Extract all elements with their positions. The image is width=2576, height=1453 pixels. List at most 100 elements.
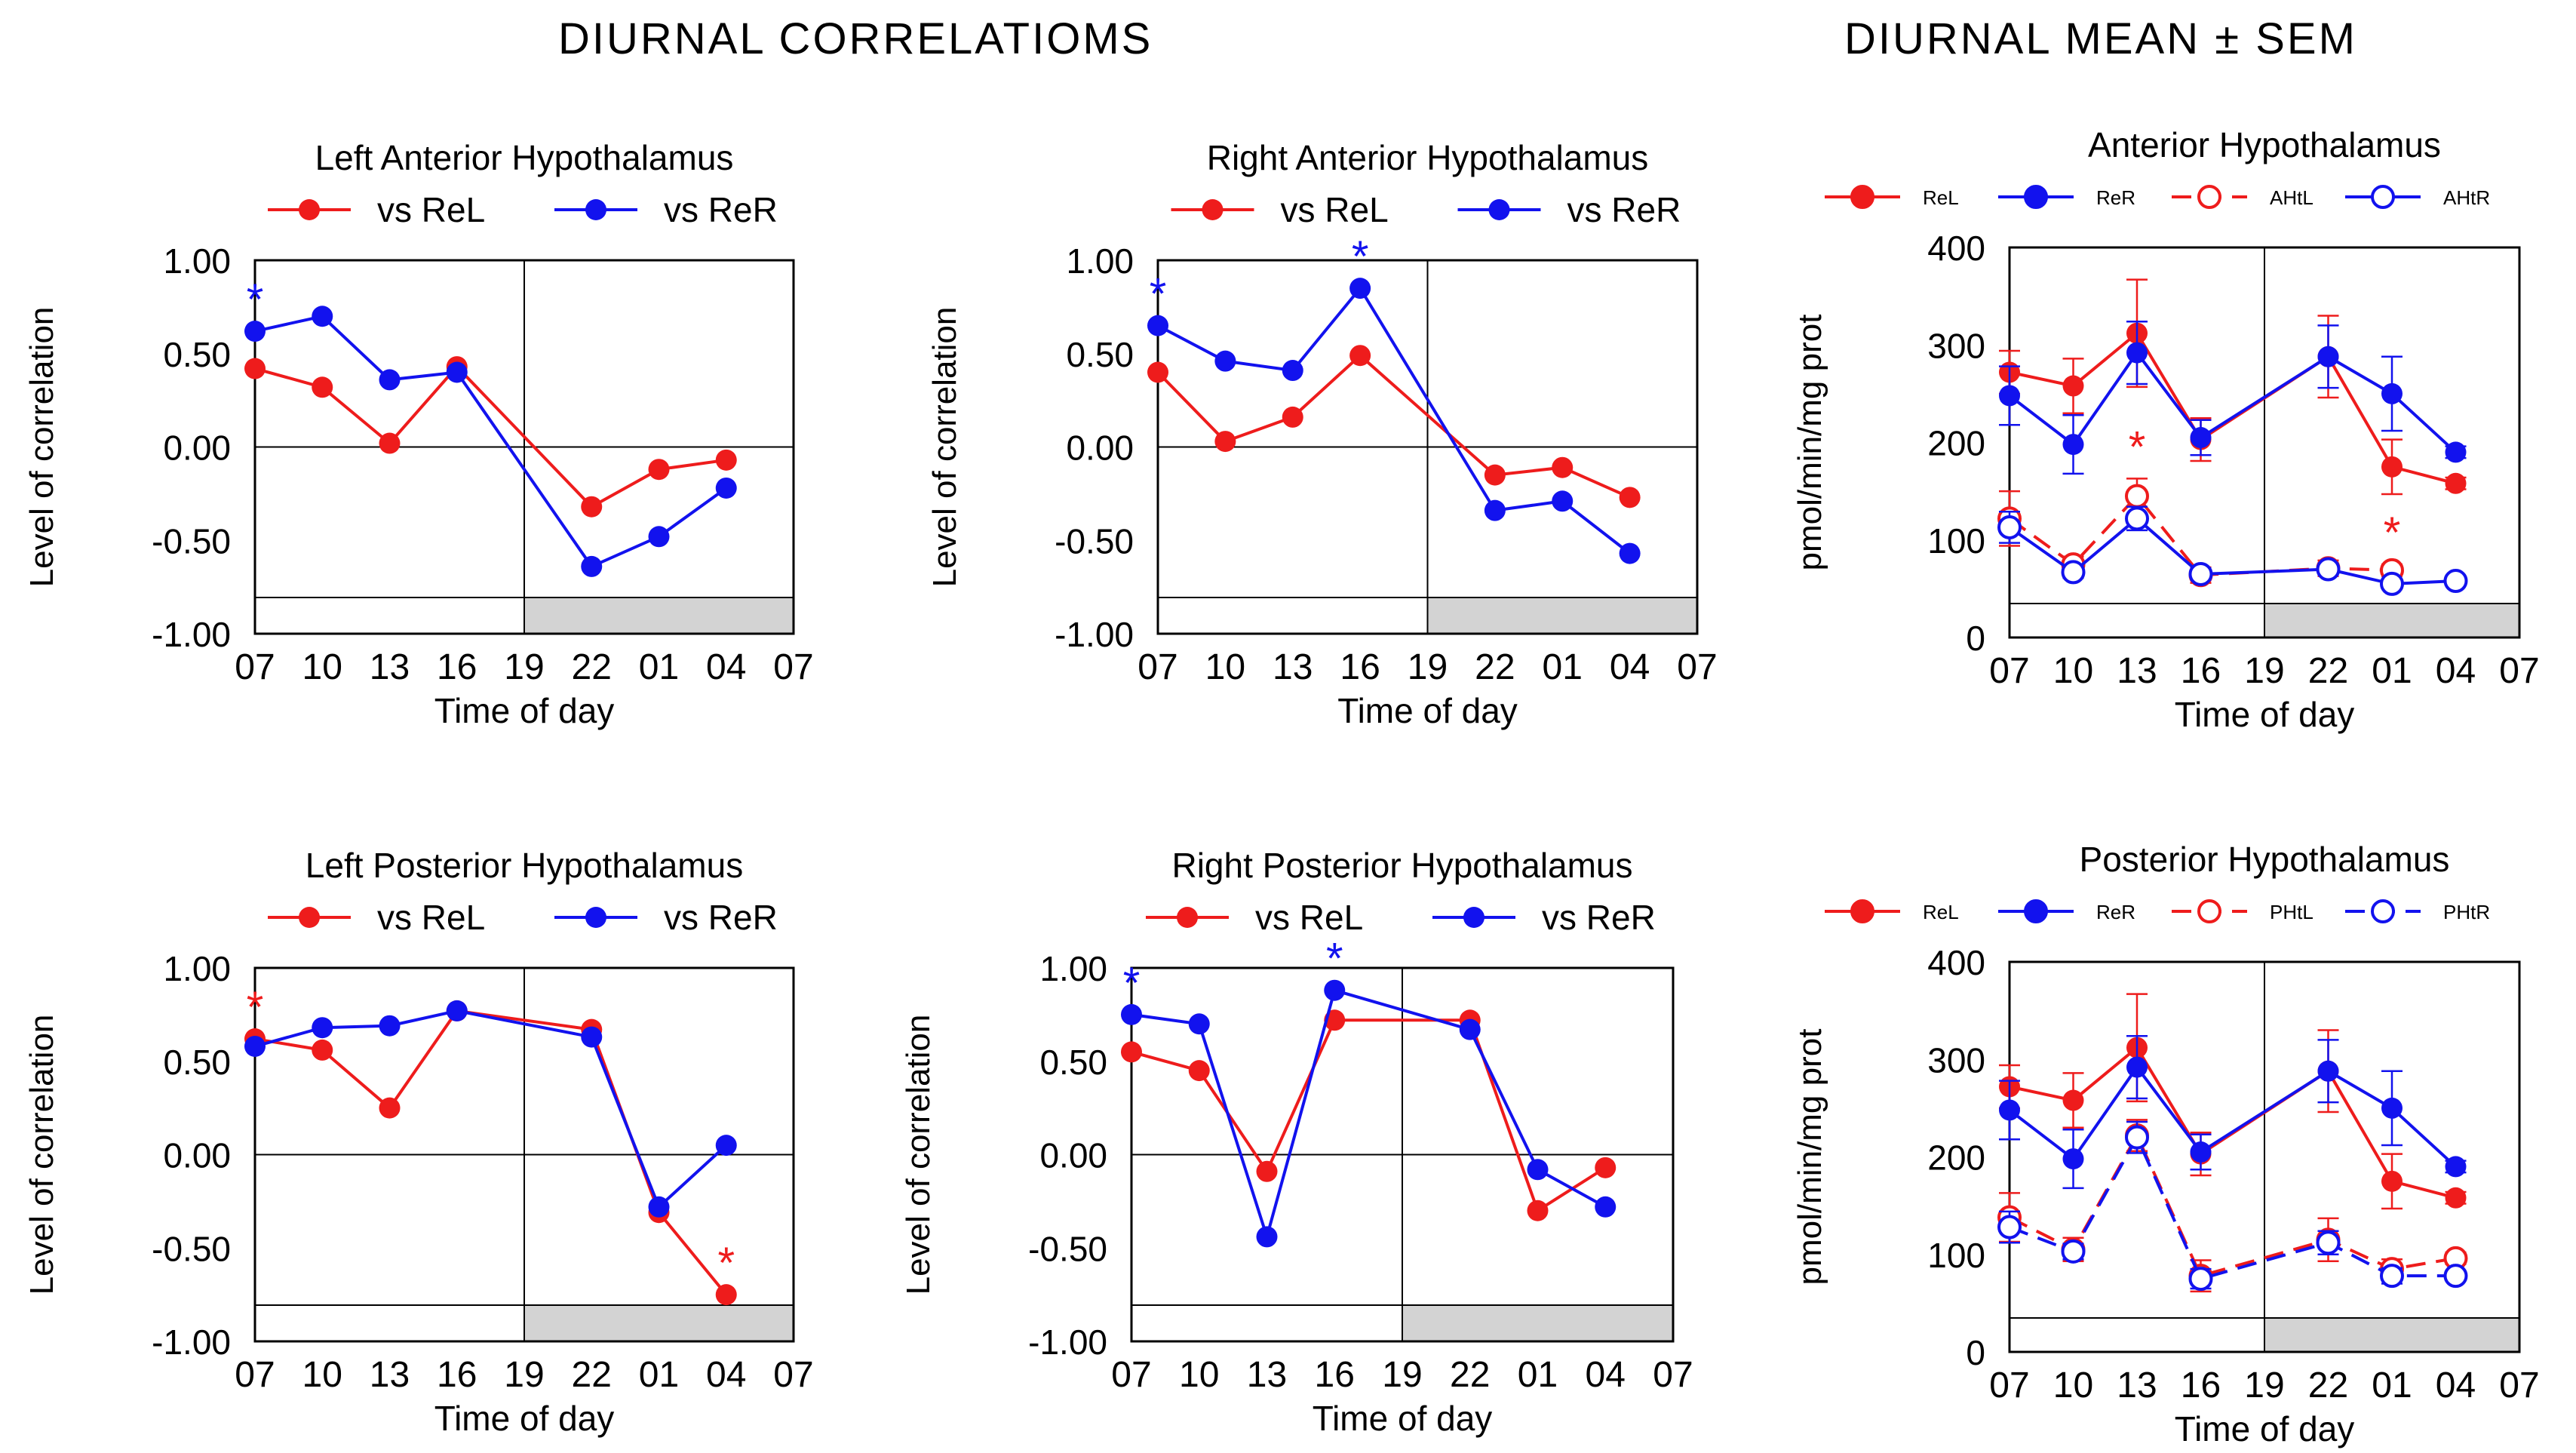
rph-light-bar xyxy=(1131,1304,1403,1342)
rph-data-point xyxy=(1595,1196,1617,1218)
rah-xtick-label: 01 xyxy=(1543,647,1583,687)
rah-xtick-label: 07 xyxy=(1138,647,1177,687)
lah-significance-star: * xyxy=(247,275,264,324)
ah-xtick-label: 07 xyxy=(2499,651,2539,691)
rah-legend-marker xyxy=(1488,199,1510,220)
rph-chart-title: Right Posterior Hypothalamus xyxy=(1171,846,1632,885)
rph-significance-star: * xyxy=(1326,935,1343,984)
ph-xtick-label: 07 xyxy=(1989,1365,2029,1405)
ah-data-point xyxy=(2443,569,2468,594)
lah-xtick-label: 10 xyxy=(302,647,342,687)
ah-ytick-label: 200 xyxy=(1927,424,1985,463)
ah-data-point xyxy=(2188,561,2213,586)
lah-legend-marker xyxy=(299,199,320,220)
lah-ytick-label: -0.50 xyxy=(152,521,231,561)
lph-legend-marker xyxy=(585,907,606,928)
lah-legend-label: vs ReR xyxy=(664,190,778,229)
lph-legend-label: vs ReR xyxy=(664,898,778,937)
rph-data-point xyxy=(1527,1159,1549,1181)
lah-data-point xyxy=(648,459,670,481)
ah-significance-star: * xyxy=(2384,508,2401,558)
ph-data-point xyxy=(2381,1170,2403,1192)
rah-x-axis-label: Time of day xyxy=(1337,691,1518,730)
lph-xtick-label: 10 xyxy=(302,1355,342,1395)
ah-dark-bar xyxy=(2264,603,2520,638)
rph-significance-star: * xyxy=(1123,959,1141,1008)
lah-ytick-label: -1.00 xyxy=(152,615,231,654)
ph-data-point xyxy=(2445,1156,2467,1178)
rph-xtick-label: 07 xyxy=(1111,1355,1151,1395)
lah-data-point xyxy=(244,358,266,379)
rph-xtick-label: 16 xyxy=(1315,1355,1355,1395)
ah-ytick-label: 400 xyxy=(1927,229,1985,268)
rah-data-point xyxy=(1282,360,1303,382)
ph-ytick-label: 300 xyxy=(1927,1040,1985,1080)
lah-xtick-label: 22 xyxy=(572,647,612,687)
ph-chart-title: Posterior Hypothalamus xyxy=(2080,840,2450,879)
rah-data-point xyxy=(1484,499,1506,521)
lah-ytick-label: 1.00 xyxy=(163,241,231,281)
rph-xtick-label: 01 xyxy=(1518,1355,1558,1395)
rah-xtick-label: 22 xyxy=(1475,647,1515,687)
ph-data-point xyxy=(2188,1267,2213,1292)
ph-data-point xyxy=(2317,1060,2339,1082)
rah-data-point xyxy=(1147,361,1168,383)
lph-data-point xyxy=(379,1015,401,1037)
rah-data-point xyxy=(1214,431,1236,453)
ph-data-point xyxy=(2380,1264,2404,1289)
lph-y-axis-label: Level of correlation xyxy=(23,1015,60,1295)
rah-data-point xyxy=(1147,315,1168,336)
rph-ytick-label: 1.00 xyxy=(1039,949,1107,988)
rah-significance-star: * xyxy=(1352,232,1369,281)
rph-legend-marker xyxy=(1463,907,1485,928)
lph-data-point xyxy=(648,1196,670,1218)
lph-data-point xyxy=(244,1035,266,1057)
rah-xtick-label: 19 xyxy=(1408,647,1448,687)
rah-data-point xyxy=(1282,406,1303,428)
ph-data-point xyxy=(2190,1141,2212,1163)
lph-legend-label: vs ReL xyxy=(377,898,485,937)
rah-ytick-label: -1.00 xyxy=(1055,615,1134,654)
lah-legend-marker xyxy=(585,199,606,220)
rph-legend-marker xyxy=(1177,907,1198,928)
lph-data-point xyxy=(715,1284,737,1306)
rph-legend-label: vs ReL xyxy=(1255,898,1363,937)
ph-legend-marker xyxy=(1850,899,1874,923)
lah-dark-bar xyxy=(523,597,794,634)
ph-data-point xyxy=(2061,1239,2086,1264)
ah-data-point xyxy=(2445,441,2467,463)
lah-ytick-label: 0.50 xyxy=(163,335,231,374)
ah-data-point xyxy=(2126,342,2148,364)
lah-chart-title: Left Anterior Hypothalamus xyxy=(315,138,734,177)
ah-legend-marker xyxy=(1850,185,1874,209)
rph-xtick-label: 19 xyxy=(1382,1355,1422,1395)
ah-data-point xyxy=(2062,434,2084,456)
lah-data-point xyxy=(312,376,333,398)
rph-ytick-label: 0.50 xyxy=(1039,1043,1107,1082)
lph-legend-marker xyxy=(299,907,320,928)
rph-data-point xyxy=(1121,1003,1142,1025)
rah-y-axis-label: Level of correlation xyxy=(926,307,963,588)
ah-xtick-label: 07 xyxy=(1989,651,2029,691)
ah-data-point xyxy=(2445,472,2467,494)
ah-xtick-label: 04 xyxy=(2436,651,2476,691)
ah-legend-marker xyxy=(2371,185,2395,209)
ah-data-point xyxy=(2316,557,2341,582)
rah-data-point xyxy=(1619,542,1641,564)
ph-legend-marker xyxy=(2024,899,2048,923)
lph-ytick-label: 0.00 xyxy=(163,1136,231,1175)
ph-legend-label: ReR xyxy=(2096,901,2135,923)
lah-ytick-label: 0.00 xyxy=(163,429,231,468)
lph-xtick-label: 13 xyxy=(370,1355,410,1395)
ph-ytick-label: 400 xyxy=(1927,943,1985,982)
lah-data-point xyxy=(244,321,266,343)
rah-xtick-label: 13 xyxy=(1273,647,1313,687)
lah-xtick-label: 19 xyxy=(504,647,544,687)
lph-chart-title: Left Posterior Hypothalamus xyxy=(305,846,743,885)
lah-data-point xyxy=(648,526,670,548)
ph-ytick-label: 0 xyxy=(1966,1333,1985,1372)
ph-data-point xyxy=(2062,1089,2084,1111)
ph-xtick-label: 22 xyxy=(2308,1365,2348,1405)
rah-xtick-label: 04 xyxy=(1610,647,1650,687)
ah-data-point xyxy=(2125,484,2149,508)
